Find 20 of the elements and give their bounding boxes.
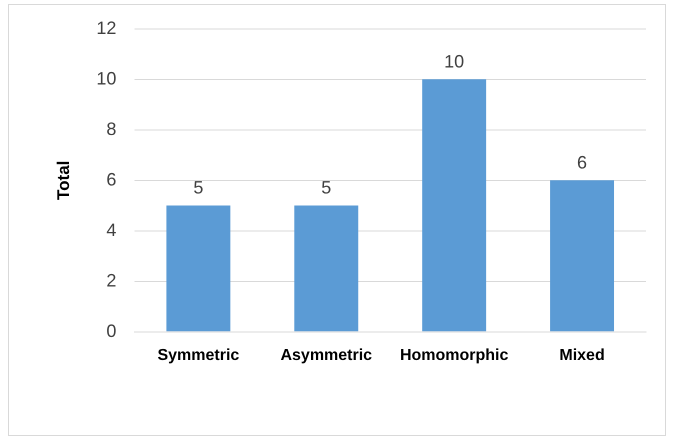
y-tick-label: 12 [96, 18, 116, 38]
x-tick-label: Homomorphic [400, 346, 508, 364]
bar [166, 206, 230, 332]
x-tick-label: Symmetric [157, 346, 240, 364]
bar [422, 79, 486, 332]
data-label: 5 [321, 178, 332, 198]
y-tick-label: 2 [106, 270, 116, 290]
y-tick-label: 0 [106, 320, 116, 341]
x-tick-label: Mixed [559, 346, 605, 364]
y-axis-title: Total [54, 160, 73, 200]
data-label: 5 [193, 178, 204, 198]
y-tick-label: 6 [106, 169, 116, 190]
bar [550, 180, 614, 332]
y-tick-label: 4 [106, 220, 116, 240]
data-label: 10 [444, 51, 464, 72]
y-tick-label: 8 [106, 118, 116, 139]
y-tick-label: 10 [96, 68, 116, 88]
bar [294, 206, 358, 332]
data-label: 6 [577, 152, 588, 172]
x-tick-label: Asymmetric [280, 346, 372, 364]
